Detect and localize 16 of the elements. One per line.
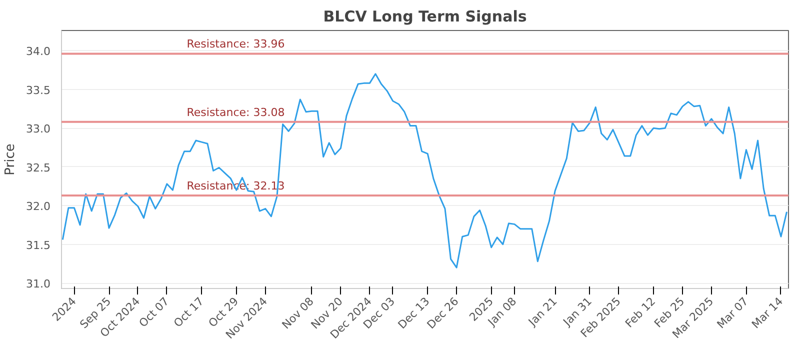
x-tick-label: Mar 14 bbox=[749, 294, 786, 332]
y-tick-label: 32.5 bbox=[26, 161, 51, 174]
y-tick-label: 31.0 bbox=[26, 278, 51, 291]
x-tick-label: Jan 21 bbox=[525, 294, 560, 330]
y-axis-title: Price bbox=[3, 144, 18, 176]
y-tick-label: 31.5 bbox=[26, 238, 51, 252]
ref-line-label: Resistance: 33.96 bbox=[186, 38, 285, 51]
y-tick-label: 33.0 bbox=[26, 122, 51, 136]
line-series bbox=[62, 73, 788, 268]
x-tick-label: Mar 07 bbox=[714, 294, 751, 332]
y-tick-label: 32.0 bbox=[26, 200, 51, 214]
chart-title: BLCV Long Term Signals bbox=[323, 8, 527, 26]
y-tick-label: 34.0 bbox=[26, 45, 51, 58]
x-tick-label: Oct 17 bbox=[171, 294, 206, 330]
y-tick-label: 33.5 bbox=[26, 84, 51, 97]
ref-line-label: Resistance: 33.08 bbox=[186, 106, 285, 119]
